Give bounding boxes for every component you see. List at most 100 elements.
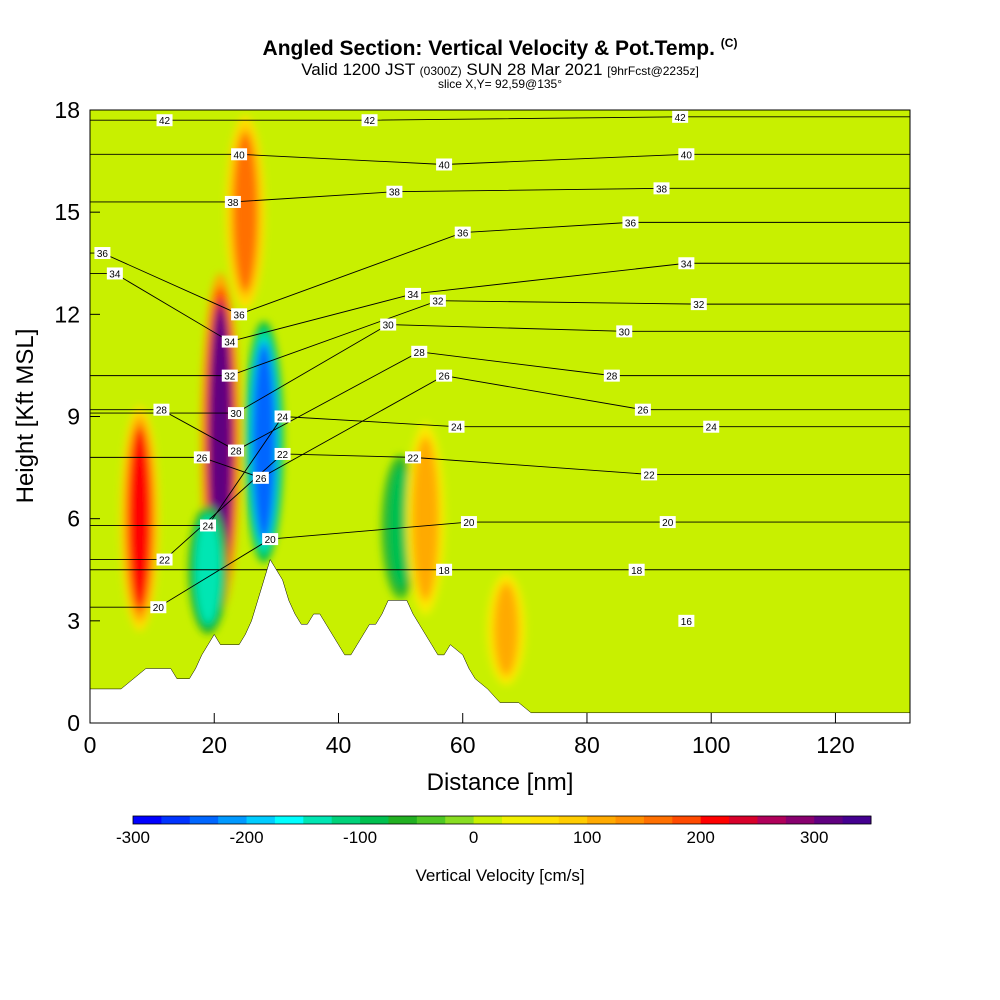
- theta-label-bg: [411, 345, 428, 358]
- colorbar-swatch: [274, 816, 304, 824]
- valid-time: Valid 1200 JST: [301, 60, 415, 79]
- theta-label-bg: [200, 519, 217, 532]
- slice-info: slice X,Y= 92,59@135°: [437, 77, 563, 91]
- theta-label-text: 24: [277, 413, 289, 424]
- theta-label-text: 36: [97, 249, 109, 260]
- vertical-velocity-field: [120, 115, 526, 686]
- theta-label-text: 26: [196, 453, 208, 464]
- x-axis: 0 20 40 60 80 100 120: [84, 713, 855, 758]
- theta-label-bg: [221, 335, 238, 348]
- theta-label-17: 32: [429, 294, 446, 308]
- theta-label-15: 34: [678, 257, 695, 270]
- theta-label-22: 30: [227, 407, 244, 420]
- theta-label-bg: [193, 451, 210, 464]
- theta-label-24: 28: [603, 369, 620, 383]
- theta-label-42: 20: [150, 601, 167, 614]
- theta-label-25: 28: [153, 403, 170, 417]
- theta-label-bg: [224, 195, 241, 208]
- theta-label-text: 36: [234, 310, 246, 321]
- theta-label-30: 26: [252, 471, 269, 485]
- colorbar-tick-label: 100: [573, 828, 601, 847]
- theta-label-6: 38: [224, 195, 241, 209]
- theta-label-bg: [678, 257, 695, 270]
- x-tick-label: 60: [450, 732, 476, 758]
- theta-contour-28: [90, 351, 910, 452]
- theta-label-19: 32: [221, 369, 238, 383]
- theta-label-text: 34: [109, 269, 121, 280]
- y-tick-label: 0: [67, 710, 80, 736]
- theta-label-bg: [227, 407, 244, 420]
- theta-label-text: 30: [619, 327, 631, 338]
- theta-label-text: 24: [706, 423, 718, 434]
- theta-label-bg: [231, 308, 248, 321]
- theta-label-bg: [231, 148, 248, 161]
- theta-label-16: 34: [221, 335, 238, 349]
- theta-contour-20: [90, 521, 910, 608]
- y-tick-label: 18: [54, 97, 80, 123]
- y-axis: 0 3 6 9 12 15 18: [54, 97, 100, 736]
- theta-label-bg: [405, 451, 422, 464]
- theta-label-36: 22: [641, 468, 658, 481]
- chart-subtitle: Valid 1200 JST (0300Z) SUN 28 Mar 2021 […: [0, 60, 1000, 80]
- theta-label-text: 32: [693, 300, 705, 311]
- theta-label-bg: [153, 403, 170, 416]
- colorbar-swatch: [615, 816, 645, 824]
- theta-label-bg: [634, 403, 651, 416]
- theta-label-bg: [156, 114, 173, 127]
- y-tick-label: 3: [67, 608, 80, 634]
- theta-label-text: 38: [656, 184, 668, 195]
- colorbar-tick-label: 200: [687, 828, 715, 847]
- theta-label-38: 22: [156, 553, 173, 567]
- theta-label-bg: [274, 447, 291, 460]
- theta-label-text: 36: [457, 229, 469, 240]
- theta-label-31: 24: [448, 420, 465, 434]
- forecast-info: [9hrFcst@2235z]: [607, 64, 699, 78]
- vv-feature-0-level-3: [128, 429, 151, 609]
- theta-label-40: 20: [659, 516, 676, 529]
- vv-feature-7-level-3: [495, 584, 518, 675]
- theta-label-3: 40: [231, 148, 248, 161]
- y-tick-label: 9: [67, 404, 80, 430]
- theta-label-21: 30: [616, 325, 633, 338]
- theta-label-8: 38: [653, 182, 670, 195]
- theta-label-4: 40: [436, 158, 453, 171]
- theta-label-text: 42: [675, 113, 687, 124]
- copyright-mark: (C): [720, 36, 738, 50]
- colorbar-swatch: [530, 816, 560, 824]
- colorbar-label: Vertical Velocity [cm/s]: [415, 866, 584, 885]
- theta-label-bg: [448, 420, 465, 433]
- theta-label-text: 16: [681, 617, 693, 628]
- y-tick-label: 6: [67, 506, 80, 532]
- theta-label-text: 20: [153, 603, 165, 614]
- colorbar-tick-label: -200: [230, 828, 264, 847]
- theta-label-11: 36: [622, 216, 639, 229]
- theta-label-text: 18: [439, 566, 451, 577]
- theta-label-bg: [405, 287, 422, 300]
- x-tick-label: 100: [692, 732, 730, 758]
- theta-label-1: 42: [361, 114, 378, 127]
- theta-label-26: 28: [227, 444, 244, 458]
- theta-label-bg: [221, 369, 238, 382]
- theta-label-text: 40: [439, 160, 451, 171]
- theta-label-bg: [156, 553, 173, 566]
- theta-label-bg: [106, 267, 123, 280]
- theta-label-27: 26: [436, 369, 453, 383]
- theta-label-text: 38: [227, 198, 239, 209]
- theta-label-text: 22: [407, 453, 419, 464]
- colorbar-swatch: [445, 816, 475, 824]
- valid-date: SUN 28 Mar 2021: [466, 60, 603, 79]
- vv-feature-6-level-3: [414, 442, 437, 596]
- colorbar-swatch: [558, 816, 588, 824]
- theta-label-bg: [227, 444, 244, 457]
- theta-label-text: 22: [277, 450, 289, 461]
- theta-label-text: 20: [265, 535, 277, 546]
- theta-label-bg: [672, 110, 689, 123]
- colorbar-swatch: [161, 816, 191, 824]
- theta-label-bg: [94, 247, 111, 260]
- theta-label-20: 30: [380, 318, 397, 332]
- theta-label-text: 28: [230, 447, 242, 458]
- theta-label-0: 42: [156, 114, 173, 127]
- x-tick-label: 40: [326, 732, 352, 758]
